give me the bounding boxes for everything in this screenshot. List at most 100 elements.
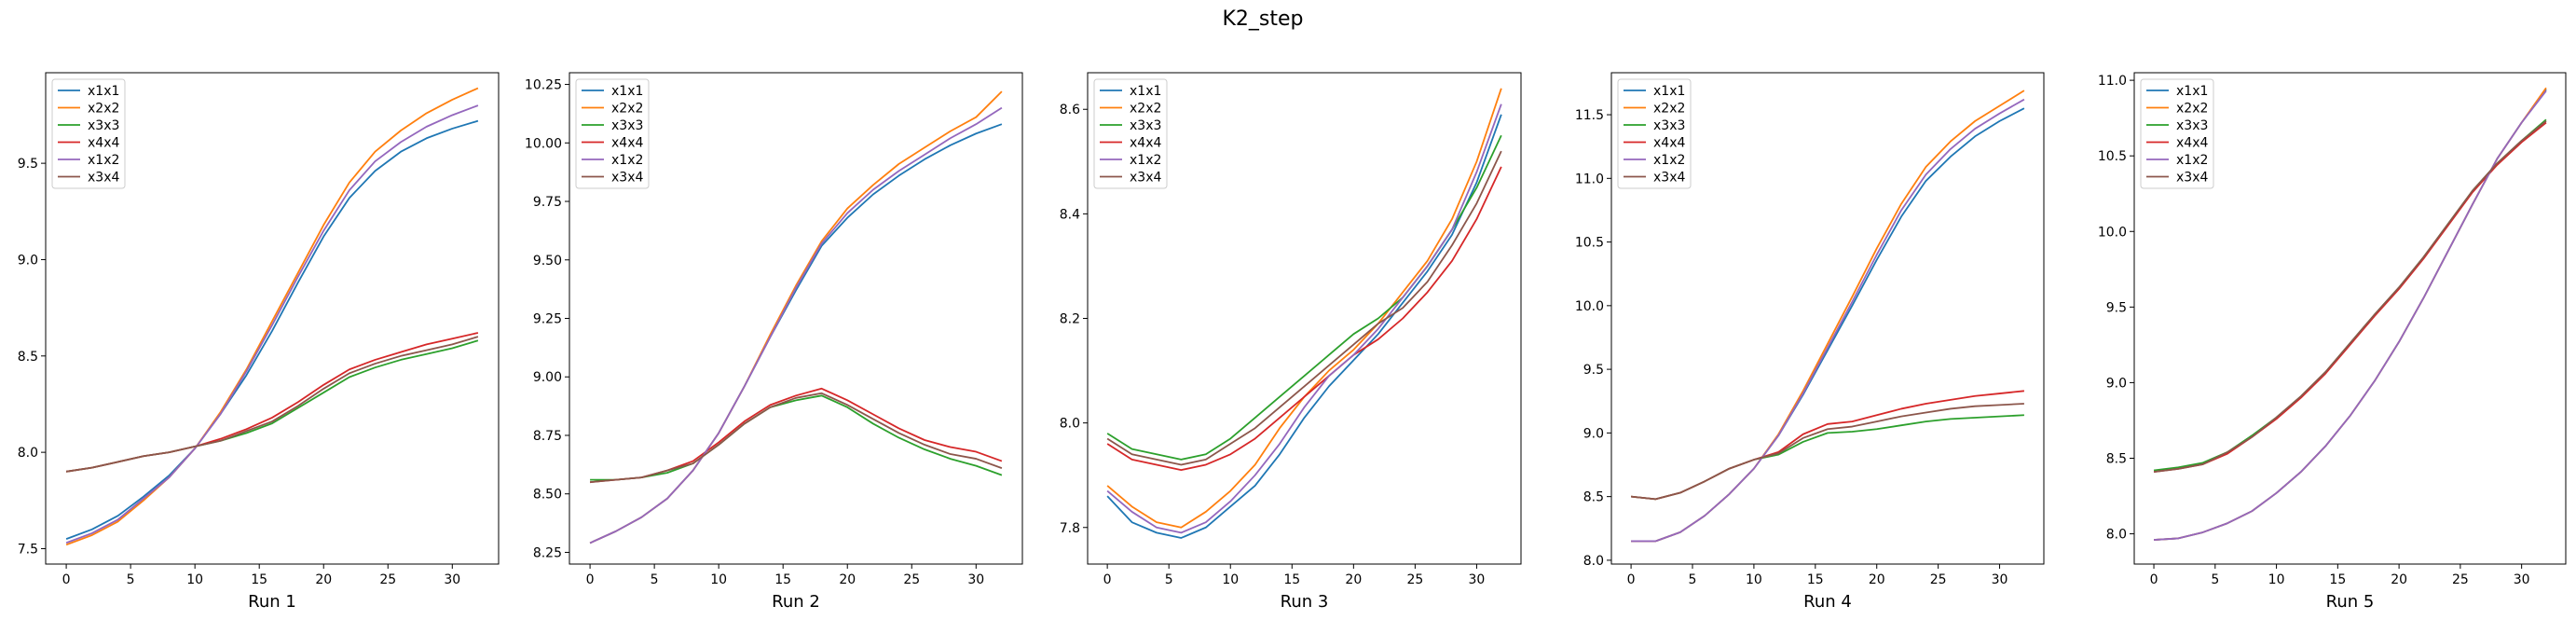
x-tick-label: 15 bbox=[251, 572, 267, 587]
legend-label-x2x2: x2x2 bbox=[2176, 102, 2208, 117]
subplot-3: 0 5 10 15 20 25 30 7.8 8.0 8.2 8.4 8.6 Run 3 x1x1 x2x2… bbox=[1060, 72, 1522, 612]
series-line-x1x1 bbox=[1106, 114, 1502, 539]
legend-label-x3x3: x3x3 bbox=[88, 118, 119, 133]
y-tick-label: 8.2 bbox=[1060, 312, 1080, 327]
series-line-x3x4 bbox=[65, 336, 479, 473]
y-tick-label: 9.0 bbox=[18, 253, 38, 268]
plot-frame bbox=[2133, 72, 2567, 565]
x-tick-label: 5 bbox=[2211, 572, 2219, 587]
legend-label-x3x3: x3x3 bbox=[2176, 118, 2208, 133]
y-tick-label: 9.5 bbox=[2106, 300, 2127, 315]
x-tick-label: 5 bbox=[127, 572, 135, 587]
y-tick-label: 9.0 bbox=[2106, 376, 2127, 391]
legend-label-x2x2: x2x2 bbox=[1130, 102, 1161, 117]
legend-label-x1x1: x1x1 bbox=[88, 84, 119, 99]
x-tick-label: 5 bbox=[1165, 572, 1173, 587]
x-tick-label: 30 bbox=[1992, 572, 2008, 587]
legend-box bbox=[1617, 78, 1692, 189]
y-tick-label: 9.5 bbox=[18, 157, 38, 172]
legend-label-x1x2: x1x2 bbox=[611, 153, 643, 168]
y-tick-label: 9.5 bbox=[1583, 363, 1604, 378]
y-tick-label: 9.25 bbox=[533, 312, 562, 327]
series-line-x3x3 bbox=[1630, 414, 2024, 501]
series-line-x1x2 bbox=[589, 106, 1003, 544]
x-tick-label: 10 bbox=[186, 572, 203, 587]
series-line-x1x2 bbox=[2153, 90, 2547, 541]
legend-label-x2x2: x2x2 bbox=[1653, 102, 1685, 117]
x-tick-label: 15 bbox=[1807, 572, 1824, 587]
x-axis-label: Run 1 bbox=[248, 592, 296, 612]
y-tick-label: 8.25 bbox=[533, 545, 562, 560]
y-tick-label: 8.5 bbox=[1583, 490, 1604, 505]
series-line-x3x3 bbox=[590, 394, 1003, 481]
series-line-x3x4 bbox=[1106, 150, 1502, 466]
legend-label-x4x4: x4x4 bbox=[1130, 136, 1161, 151]
y-tick-label: 8.5 bbox=[18, 350, 38, 365]
x-tick-label: 20 bbox=[2391, 572, 2407, 587]
plot-frame bbox=[1610, 72, 2045, 565]
series-line-x4x4 bbox=[590, 387, 1003, 484]
x-tick-label: 25 bbox=[903, 572, 920, 587]
series-line-x3x4 bbox=[2153, 120, 2547, 473]
x-tick-label: 20 bbox=[1869, 572, 1885, 587]
legend-label-x1x1: x1x1 bbox=[1130, 84, 1161, 99]
x-tick-label: 30 bbox=[2514, 572, 2530, 587]
x-tick-label: 30 bbox=[444, 572, 460, 587]
x-axis-label: Run 5 bbox=[2326, 592, 2375, 612]
subplot-1: 0 5 10 15 20 25 30 7.5 8.0 8.5 9.0 9.5 Run 1 x1x1 x2x2… bbox=[18, 72, 500, 612]
series-line-x1x2 bbox=[65, 104, 479, 544]
legend-box bbox=[2140, 78, 2214, 189]
series-line-x4x4 bbox=[65, 332, 479, 473]
legend-label-x2x2: x2x2 bbox=[611, 102, 643, 117]
series-line-x3x3 bbox=[65, 339, 479, 473]
legend-label-x4x4: x4x4 bbox=[88, 136, 119, 151]
y-tick-label: 7.8 bbox=[1060, 521, 1080, 536]
x-tick-label: 10 bbox=[1746, 572, 1762, 587]
series-line-x4x4 bbox=[2153, 121, 2547, 473]
y-tick-label: 8.0 bbox=[1583, 554, 1604, 569]
legend-label-x3x4: x3x4 bbox=[88, 171, 119, 186]
y-tick-label: 10.25 bbox=[525, 78, 562, 93]
legend-label-x3x3: x3x3 bbox=[611, 118, 643, 133]
x-axis-label: Run 4 bbox=[1803, 592, 1852, 612]
y-tick-label: 8.0 bbox=[1060, 417, 1080, 432]
legend-label-x1x2: x1x2 bbox=[1653, 153, 1685, 168]
legend-box bbox=[1093, 78, 1168, 189]
series-line-x2x2 bbox=[65, 87, 479, 546]
legend-label-x1x2: x1x2 bbox=[2176, 153, 2208, 168]
x-tick-label: 20 bbox=[1345, 572, 1362, 587]
series-line-x4x4 bbox=[1106, 166, 1502, 471]
y-tick-label: 11.0 bbox=[2098, 74, 2127, 89]
series-line-x3x4 bbox=[1630, 403, 2024, 501]
legend-label-x4x4: x4x4 bbox=[2176, 136, 2208, 151]
x-tick-label: 0 bbox=[1627, 572, 1636, 587]
x-tick-label: 0 bbox=[1103, 572, 1112, 587]
legend-label-x1x1: x1x1 bbox=[1653, 84, 1685, 99]
series-line-x3x4 bbox=[590, 392, 1003, 484]
subplot-4: 0 5 10 15 20 25 30 8.0 8.5 9.0 9.5 10.0 10.5 11.0 11.5… bbox=[1575, 72, 2045, 612]
y-tick-label: 10.00 bbox=[525, 136, 562, 151]
x-tick-label: 25 bbox=[2452, 572, 2469, 587]
figure-title: K2_step bbox=[1222, 7, 1303, 31]
y-tick-label: 8.75 bbox=[533, 429, 562, 444]
legend-label-x3x4: x3x4 bbox=[611, 171, 643, 186]
y-tick-label: 7.5 bbox=[18, 542, 38, 557]
y-tick-label: 8.4 bbox=[1060, 207, 1080, 222]
x-tick-label: 20 bbox=[839, 572, 856, 587]
x-tick-label: 15 bbox=[2329, 572, 2346, 587]
legend-label-x4x4: x4x4 bbox=[611, 136, 643, 151]
y-tick-label: 9.75 bbox=[533, 195, 562, 210]
subplot-5: 0 5 10 15 20 25 30 8.0 8.5 9.0 9.5 10.0 10.5 11.0 Run … bbox=[2098, 72, 2567, 612]
x-tick-label: 10 bbox=[710, 572, 727, 587]
legend-label-x1x1: x1x1 bbox=[2176, 84, 2208, 99]
x-tick-label: 10 bbox=[2268, 572, 2285, 587]
legend-label-x1x1: x1x1 bbox=[611, 84, 643, 99]
x-tick-label: 0 bbox=[586, 572, 595, 587]
x-tick-label: 20 bbox=[315, 572, 332, 587]
x-tick-label: 25 bbox=[1930, 572, 1947, 587]
y-tick-label: 8.0 bbox=[2106, 528, 2127, 543]
